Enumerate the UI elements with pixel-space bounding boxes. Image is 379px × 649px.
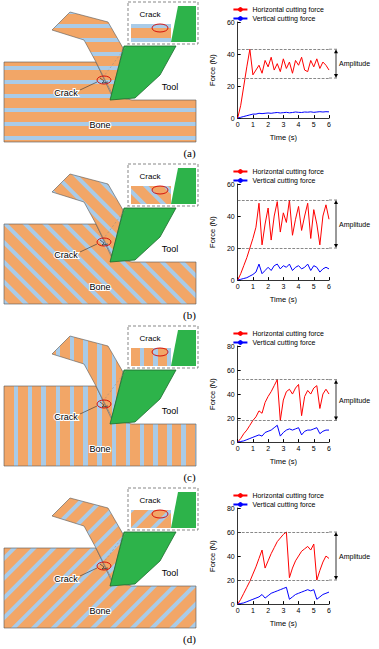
- svg-text:0: 0: [236, 445, 240, 452]
- svg-text:80: 80: [227, 343, 235, 350]
- svg-text:Crack: Crack: [54, 574, 78, 584]
- svg-text:Force (N): Force (N): [208, 378, 217, 410]
- svg-text:5: 5: [312, 607, 316, 614]
- html-text:(b): (b): [183, 309, 196, 321]
- svg-text:4: 4: [297, 283, 301, 290]
- svg-text:2: 2: [266, 283, 270, 290]
- svg-text:Horizontal cutting force: Horizontal cutting force: [252, 6, 324, 14]
- svg-text:20: 20: [227, 415, 235, 422]
- svg-text:Amplitude: Amplitude: [339, 221, 370, 229]
- svg-text:1: 1: [251, 121, 255, 128]
- svg-text:6: 6: [327, 283, 331, 290]
- svg-text:Bone: Bone: [89, 282, 110, 292]
- svg-text:2: 2: [266, 445, 270, 452]
- svg-text:Amplitude: Amplitude: [339, 553, 370, 561]
- svg-text:4: 4: [297, 445, 301, 452]
- svg-text:Time (s): Time (s): [270, 619, 298, 628]
- svg-text:Force (N): Force (N): [208, 216, 217, 248]
- svg-text:40: 40: [227, 391, 235, 398]
- svg-text:6: 6: [327, 121, 331, 128]
- svg-text:Crack: Crack: [54, 412, 78, 422]
- html-text:(a): (a): [183, 147, 196, 159]
- svg-text:4: 4: [297, 607, 301, 614]
- svg-text:Amplitude: Amplitude: [339, 397, 370, 405]
- html-text:(d): (d): [183, 633, 196, 645]
- svg-text:Bone: Bone: [89, 120, 110, 130]
- svg-text:0: 0: [236, 121, 240, 128]
- svg-text:5: 5: [312, 283, 316, 290]
- svg-text:Bone: Bone: [89, 606, 110, 616]
- svg-text:1: 1: [251, 607, 255, 614]
- svg-text:6: 6: [327, 445, 331, 452]
- svg-text:40: 40: [227, 553, 235, 560]
- svg-text:3: 3: [281, 121, 285, 128]
- svg-text:Time (s): Time (s): [270, 295, 298, 304]
- svg-text:20: 20: [227, 245, 235, 252]
- svg-text:1: 1: [251, 283, 255, 290]
- svg-text:80: 80: [227, 505, 235, 512]
- svg-text:Crack: Crack: [54, 88, 78, 98]
- svg-text:Horizontal cutting force: Horizontal cutting force: [252, 330, 324, 338]
- svg-text:2: 2: [266, 607, 270, 614]
- svg-text:Vertical cutting force: Vertical cutting force: [252, 339, 315, 347]
- svg-text:60: 60: [227, 529, 235, 536]
- svg-text:Force (N): Force (N): [208, 540, 217, 572]
- svg-text:0: 0: [236, 607, 240, 614]
- svg-text:Amplitude: Amplitude: [339, 60, 370, 68]
- svg-text:Crack: Crack: [54, 250, 78, 260]
- svg-text:60: 60: [227, 19, 235, 26]
- svg-text:Tool: Tool: [162, 568, 179, 578]
- svg-text:5: 5: [312, 121, 316, 128]
- svg-text:Tool: Tool: [162, 244, 179, 254]
- svg-text:0: 0: [231, 439, 235, 446]
- svg-text:40: 40: [227, 213, 235, 220]
- svg-text:Crack: Crack: [140, 334, 162, 343]
- svg-text:1: 1: [251, 445, 255, 452]
- svg-text:Time (s): Time (s): [270, 457, 298, 466]
- svg-text:60: 60: [227, 181, 235, 188]
- svg-text:Crack: Crack: [140, 496, 162, 505]
- svg-text:3: 3: [281, 283, 285, 290]
- svg-text:Crack: Crack: [140, 10, 162, 19]
- svg-text:6: 6: [327, 607, 331, 614]
- svg-text:40: 40: [227, 51, 235, 58]
- svg-text:5: 5: [312, 445, 316, 452]
- svg-text:Horizontal cutting force: Horizontal cutting force: [252, 492, 324, 500]
- svg-text:Crack: Crack: [140, 172, 162, 181]
- html-text:(c): (c): [183, 471, 196, 483]
- svg-text:Tool: Tool: [162, 82, 179, 92]
- svg-text:Bone: Bone: [89, 444, 110, 454]
- svg-text:0: 0: [231, 115, 235, 122]
- svg-text:3: 3: [281, 445, 285, 452]
- svg-text:Vertical cutting force: Vertical cutting force: [252, 15, 315, 23]
- svg-text:Vertical cutting force: Vertical cutting force: [252, 501, 315, 509]
- svg-text:0: 0: [236, 283, 240, 290]
- svg-text:Time (s): Time (s): [270, 133, 298, 142]
- svg-text:Tool: Tool: [162, 406, 179, 416]
- svg-text:3: 3: [281, 607, 285, 614]
- svg-text:60: 60: [227, 367, 235, 374]
- svg-text:Horizontal cutting force: Horizontal cutting force: [252, 168, 324, 176]
- svg-text:20: 20: [227, 83, 235, 90]
- svg-text:2: 2: [266, 121, 270, 128]
- svg-text:Force (N): Force (N): [208, 54, 217, 86]
- svg-text:0: 0: [231, 601, 235, 608]
- svg-text:20: 20: [227, 577, 235, 584]
- svg-text:4: 4: [297, 121, 301, 128]
- svg-text:0: 0: [231, 277, 235, 284]
- svg-text:Vertical cutting force: Vertical cutting force: [252, 177, 315, 185]
